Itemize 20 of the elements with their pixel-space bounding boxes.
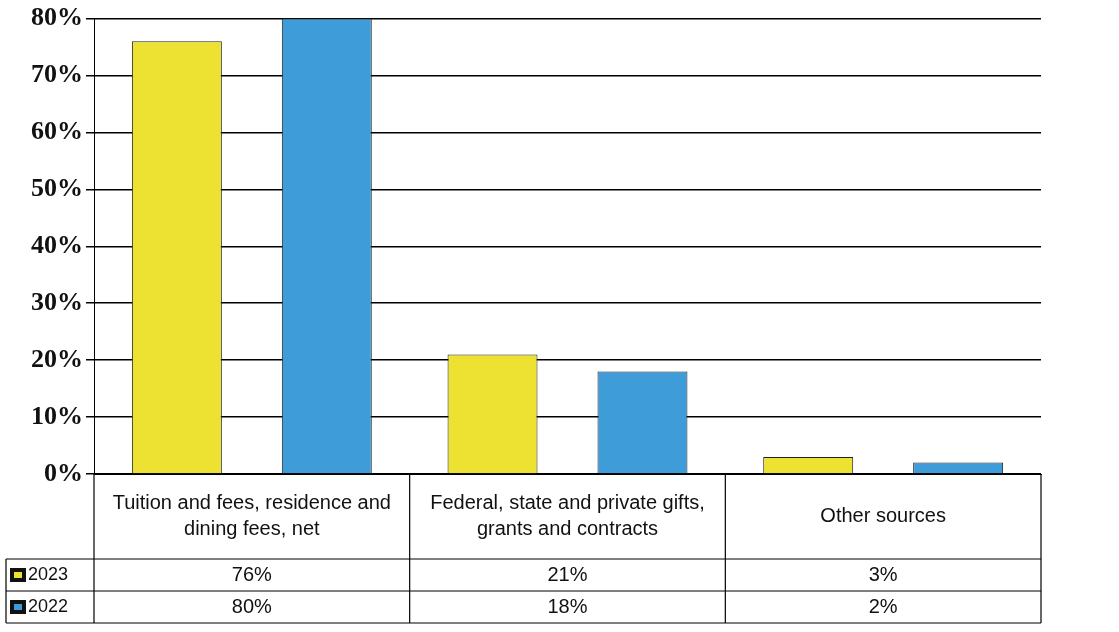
data-label: 18% — [547, 594, 588, 617]
data-label: 21% — [547, 562, 588, 585]
data-label: 80% — [231, 594, 273, 617]
data-label: 2% — [868, 594, 898, 617]
y-tick-label: 70% — [31, 59, 83, 89]
y-tick-label: 20% — [31, 343, 83, 373]
y-tick-label: 40% — [31, 230, 83, 260]
legend-label: 2022 — [28, 595, 69, 616]
y-tick-label: 50% — [31, 173, 83, 203]
legend-label: 2023 — [28, 563, 69, 584]
data-label: 76% — [231, 562, 273, 585]
x-tick-label: Federal, state and private gifts, grants and contracts — [430, 491, 705, 540]
y-tick-label: 60% — [31, 116, 83, 146]
y-tick-label: 0% — [44, 457, 83, 487]
y-tick-label: 10% — [31, 400, 83, 430]
y-tick-label: 30% — [31, 286, 83, 316]
data-label: 3% — [868, 562, 898, 585]
x-tick-label: Tuition and fees, residence and dining fees, net — [112, 491, 392, 540]
x-tick-label: Other sources — [820, 504, 946, 527]
y-tick-label: 80% — [31, 2, 83, 32]
